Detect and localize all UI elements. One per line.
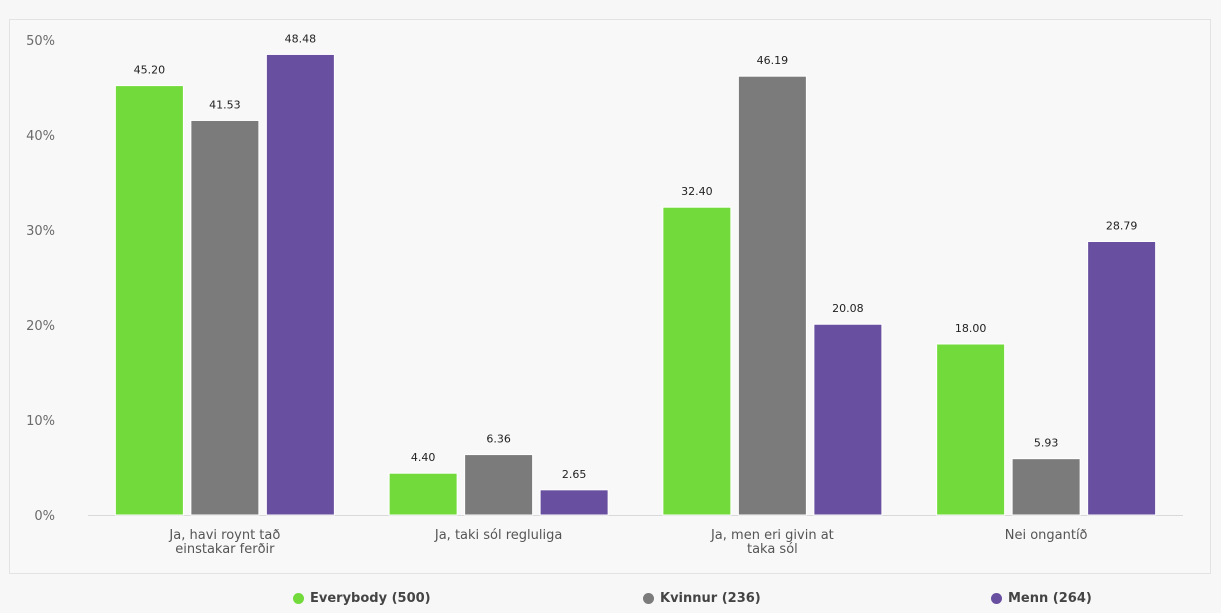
bar (190, 119, 260, 516)
data-label: 5.93 (1034, 437, 1059, 450)
bar (737, 75, 807, 516)
bar (936, 343, 1006, 516)
y-tick-label: 0% (34, 509, 55, 524)
legend-dot-icon (293, 593, 304, 604)
y-tick-label: 30% (26, 224, 55, 239)
bar (114, 85, 184, 516)
x-tick-label: taka sól (747, 542, 798, 557)
legend: Everybody (500) Kvinnur (236) Menn (264) (0, 591, 1221, 611)
bar (813, 323, 883, 516)
data-label: 18.00 (955, 322, 987, 335)
legend-item[interactable]: Everybody (500) (293, 591, 431, 606)
legend-item[interactable]: Kvinnur (236) (643, 591, 761, 606)
data-label: 2.65 (562, 468, 587, 481)
bar (539, 489, 609, 516)
bar (662, 206, 732, 516)
y-tick-label: 20% (26, 319, 55, 334)
x-tick-label: Ja, taki sól regluliga (434, 528, 562, 543)
bar (265, 53, 335, 516)
y-tick-label: 10% (26, 414, 55, 429)
bar (388, 472, 458, 516)
data-label: 32.40 (681, 185, 713, 198)
legend-dot-icon (991, 593, 1002, 604)
bar (1011, 458, 1081, 516)
data-label: 20.08 (832, 302, 864, 315)
x-tick-label: Ja, havi roynt tað (168, 528, 280, 543)
y-tick-label: 50% (26, 34, 55, 49)
x-tick-label: Ja, men eri givin at (710, 528, 834, 543)
x-tick-label: einstakar ferðir (175, 542, 275, 557)
x-tick-label: Nei ongantíð (1005, 528, 1088, 543)
data-label: 41.53 (209, 98, 241, 111)
legend-label: Kvinnur (236) (660, 591, 761, 606)
data-label: 6.36 (486, 433, 511, 446)
bar (1087, 240, 1157, 516)
data-label: 46.19 (757, 54, 789, 67)
legend-dot-icon (643, 593, 654, 604)
data-label: 48.48 (285, 32, 317, 45)
bar-chart: 0% 10% 20% 30% 40% 50% 45.20 41.53 48.48 Ja, havi… (26, 32, 1183, 557)
y-tick-label: 40% (26, 129, 55, 144)
data-label: 45.20 (134, 64, 166, 77)
bar (464, 454, 534, 516)
data-label: 4.40 (411, 451, 436, 464)
legend-label: Menn (264) (1008, 591, 1092, 606)
legend-label: Everybody (500) (310, 591, 431, 606)
legend-item[interactable]: Menn (264) (991, 591, 1092, 606)
data-label: 28.79 (1106, 219, 1138, 232)
